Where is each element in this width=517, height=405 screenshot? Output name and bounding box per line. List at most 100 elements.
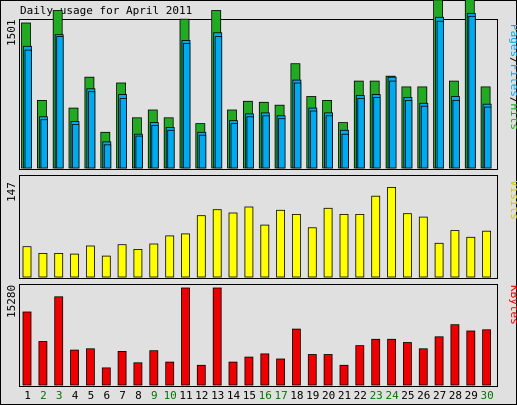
bar-pages-day-20 — [325, 115, 334, 169]
bar-pages-day-13 — [214, 36, 223, 169]
legend-segment: / — [508, 57, 517, 64]
legend-segment: Pages — [508, 24, 517, 57]
bar-kbytes-day-11 — [181, 287, 190, 386]
bar-visits-day-21 — [339, 213, 349, 278]
bar-pages-day-24 — [389, 80, 397, 169]
panel-visits: 147 Visits — [5, 175, 517, 279]
x-tick-label-day-26: 26 — [417, 389, 430, 402]
bar-kbytes-day-24 — [387, 338, 397, 386]
bar-visits-day-10 — [165, 235, 175, 278]
x-tick-label-day-22: 22 — [354, 389, 367, 402]
panel-visits-bars — [22, 186, 492, 278]
bar-pages-day-30 — [484, 106, 492, 169]
bar-visits-day-27 — [434, 242, 444, 278]
legend-segment: Files — [508, 64, 517, 97]
bar-pages-day-15 — [246, 116, 254, 169]
bar-kbytes-day-2 — [38, 341, 48, 386]
panel-usage-bars — [21, 0, 492, 169]
bar-pages-day-7 — [119, 98, 127, 169]
bar-pages-day-3 — [56, 36, 64, 169]
x-tick-label-day-29: 29 — [465, 389, 478, 402]
bar-pages-day-11 — [183, 43, 191, 169]
x-tick-label-day-21: 21 — [338, 389, 351, 402]
bar-pages-day-10 — [167, 129, 175, 169]
bar-kbytes-day-15 — [244, 356, 254, 386]
bar-pages-day-12 — [198, 134, 207, 169]
legend-segment: KBytes — [508, 285, 517, 325]
x-tick-label-day-4: 4 — [72, 389, 79, 402]
bar-pages-day-5 — [88, 91, 96, 169]
bar-pages-day-25 — [404, 100, 413, 169]
bar-pages-day-18 — [293, 82, 302, 169]
panel-kbytes: 15280 KBytes — [5, 284, 517, 387]
x-tick-label-day-12: 12 — [195, 389, 208, 402]
x-tick-label-day-16: 16 — [259, 389, 272, 402]
bar-visits-day-24 — [387, 186, 397, 278]
bar-kbytes-day-14 — [228, 361, 238, 386]
bar-kbytes-day-3 — [54, 296, 64, 386]
bar-kbytes-day-26 — [418, 348, 428, 386]
x-tick-label-day-14: 14 — [227, 389, 241, 402]
bar-visits-day-28 — [450, 230, 460, 278]
bar-visits-day-14 — [228, 212, 238, 278]
bar-visits-day-8 — [133, 248, 143, 278]
bar-visits-day-6 — [101, 255, 111, 278]
bar-kbytes-day-17 — [276, 358, 286, 386]
bar-visits-day-7 — [117, 244, 127, 278]
x-tick-label-day-23: 23 — [370, 389, 383, 402]
bar-visits-day-25 — [402, 213, 412, 278]
bar-kbytes-day-9 — [149, 350, 159, 386]
bar-kbytes-day-7 — [117, 350, 127, 386]
bar-kbytes-day-21 — [339, 364, 349, 386]
x-tick-label-day-24: 24 — [385, 389, 399, 402]
bar-visits-day-12 — [196, 215, 206, 278]
panel-usage-ymax-label: 1501 — [5, 20, 18, 47]
bar-visits-day-11 — [181, 233, 190, 278]
bar-pages-day-29 — [468, 15, 476, 169]
bar-pages-day-28 — [452, 100, 460, 169]
bar-pages-day-9 — [151, 125, 159, 169]
x-tick-label-day-6: 6 — [103, 389, 110, 402]
panel-usage: 1501 Pages/Files/Hits — [5, 0, 517, 170]
bar-kbytes-day-6 — [101, 367, 111, 386]
bar-pages-day-6 — [103, 144, 112, 169]
bar-pages-day-8 — [135, 135, 143, 169]
x-tick-label-day-27: 27 — [433, 389, 446, 402]
x-axis-day-labels: 1 2 3 4 5 6 7 8 9 10 11 12 13 14 15 16 17 18 19 20 21 22 23 24 2… — [24, 389, 494, 402]
panel-visits-legend: Visits — [508, 180, 517, 220]
x-tick-label-day-20: 20 — [322, 389, 335, 402]
bar-kbytes-day-22 — [355, 345, 365, 386]
bar-pages-day-16 — [262, 115, 270, 169]
bar-visits-day-16 — [260, 224, 270, 278]
x-tick-label-day-10: 10 — [164, 389, 177, 402]
bar-visits-day-17 — [276, 209, 286, 278]
x-tick-label-day-28: 28 — [449, 389, 462, 402]
x-tick-label-day-18: 18 — [290, 389, 303, 402]
x-tick-label-day-7: 7 — [119, 389, 126, 402]
x-tick-label-day-25: 25 — [401, 389, 414, 402]
x-tick-label-day-11: 11 — [179, 389, 192, 402]
bar-visits-day-19 — [307, 227, 317, 278]
bar-visits-day-30 — [482, 230, 492, 278]
bar-pages-day-4 — [72, 124, 80, 169]
panel-visits-frame — [19, 175, 498, 279]
bar-visits-day-26 — [418, 216, 428, 278]
bar-kbytes-day-4 — [70, 349, 79, 386]
bar-pages-day-17 — [278, 118, 286, 169]
bar-visits-day-13 — [212, 209, 222, 278]
x-tick-label-day-5: 5 — [88, 389, 95, 402]
chart-title: Daily usage for April 2011 — [20, 4, 192, 17]
bar-visits-day-9 — [149, 243, 159, 278]
legend-segment: Visits — [508, 180, 517, 220]
x-tick-label-day-1: 1 — [24, 389, 31, 402]
bar-visits-day-29 — [466, 236, 476, 278]
bar-pages-day-14 — [230, 123, 238, 169]
bar-visits-day-2 — [38, 252, 48, 278]
x-tick-label-day-17: 17 — [274, 389, 287, 402]
bar-kbytes-day-30 — [482, 329, 492, 386]
bar-kbytes-day-8 — [133, 362, 143, 386]
bar-visits-day-15 — [244, 206, 254, 278]
panel-kbytes-frame — [19, 284, 498, 387]
legend-segment: / — [508, 97, 517, 104]
